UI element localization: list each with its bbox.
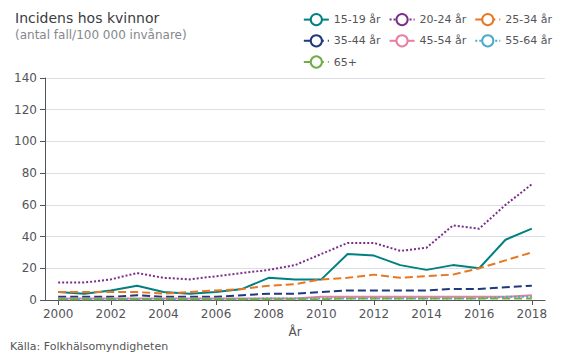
- svg-text:45-54 år: 45-54 år: [420, 34, 467, 47]
- svg-text:80: 80: [22, 166, 37, 180]
- svg-text:2012: 2012: [359, 307, 390, 321]
- svg-text:65+: 65+: [334, 56, 357, 69]
- svg-text:År: År: [288, 324, 301, 339]
- svg-text:60: 60: [22, 198, 37, 212]
- svg-text:2002: 2002: [96, 307, 127, 321]
- svg-text:2016: 2016: [464, 307, 495, 321]
- svg-text:0: 0: [29, 293, 37, 307]
- svg-text:2010: 2010: [306, 307, 337, 321]
- svg-text:55-64 år: 55-64 år: [505, 34, 552, 47]
- svg-text:25-34 år: 25-34 år: [505, 13, 552, 26]
- svg-text:35-44 år: 35-44 år: [334, 34, 381, 47]
- svg-text:(antal fall/100 000 invånare): (antal fall/100 000 invånare): [15, 28, 187, 42]
- svg-text:Källa: Folkhälsomyndigheten: Källa: Folkhälsomyndigheten: [10, 340, 168, 353]
- svg-text:20: 20: [22, 261, 37, 275]
- svg-text:2014: 2014: [411, 307, 442, 321]
- svg-text:40: 40: [22, 230, 37, 244]
- svg-text:20-24 år: 20-24 år: [420, 13, 467, 26]
- svg-text:100: 100: [14, 134, 37, 148]
- svg-text:2018: 2018: [517, 307, 548, 321]
- svg-text:2004: 2004: [148, 307, 179, 321]
- svg-text:2000: 2000: [43, 307, 74, 321]
- svg-text:140: 140: [14, 71, 37, 85]
- svg-text:15-19 år: 15-19 år: [334, 13, 381, 26]
- svg-text:2008: 2008: [253, 307, 284, 321]
- svg-text:2006: 2006: [201, 307, 232, 321]
- svg-text:Incidens hos kvinnor: Incidens hos kvinnor: [15, 10, 159, 26]
- svg-text:120: 120: [14, 103, 37, 117]
